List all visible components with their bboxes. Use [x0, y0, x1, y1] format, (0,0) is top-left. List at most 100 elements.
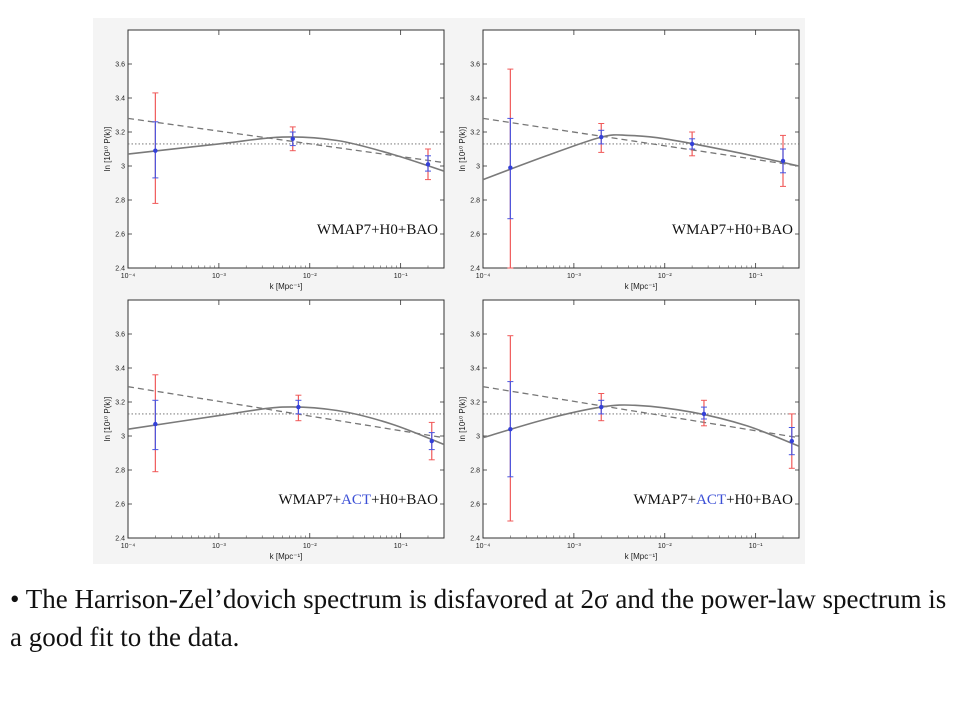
- y-tick-label: 2.8: [115, 468, 125, 475]
- data-point: [152, 374, 159, 473]
- y-tick-label: 3.2: [115, 130, 125, 137]
- panel-label-part: WMAP7+: [278, 492, 341, 508]
- caption-text-after: and the power-law spectrum is a good fit…: [10, 584, 947, 652]
- caption-bullet: •: [10, 584, 20, 614]
- y-tick-label: 3: [476, 434, 480, 441]
- x-tick-label: 10⁻²: [658, 273, 672, 280]
- data-point: [689, 131, 696, 157]
- x-axis-label: k [Mpc⁻¹]: [625, 282, 658, 291]
- plot-frame: [127, 299, 445, 539]
- caption-sigma: σ: [594, 584, 609, 614]
- plot-panel-1: 2.4 2.6 2.8 3 3.2 3.4 3.6 10⁻⁴ 10⁻³ 10⁻² 10⁻¹ k [Mp…: [103, 29, 445, 291]
- panel-label-part: +H0+BAO: [371, 492, 438, 508]
- panel-label: WMAP7+H0+BAO: [317, 222, 438, 238]
- data-marker: [599, 404, 604, 410]
- data-marker: [153, 421, 158, 427]
- fit-curve: [127, 136, 445, 172]
- y-tick-label: 2.8: [115, 198, 125, 205]
- plot-frame: [482, 299, 800, 539]
- plot-panel-2: 2.4 2.6 2.8 3 3.2 3.4 3.6 10⁻⁴ 10⁻³ 10⁻² 10⁻¹ k [Mp…: [458, 29, 800, 291]
- plots-svg: 2.4 2.6 2.8 3 3.2 3.4 3.6 10⁻⁴ 10⁻³ 10⁻² 10⁻¹ k [Mp…: [103, 29, 800, 561]
- data-point: [598, 393, 605, 422]
- panel-label: WMAP7+H0+BAO: [672, 222, 793, 238]
- data-marker: [296, 404, 301, 410]
- y-axis-label: ln [10¹⁰ P(k)]: [103, 397, 112, 442]
- panel-label-highlight: ACT: [341, 492, 371, 508]
- x-tick-label: 10⁻²: [303, 273, 317, 280]
- plot-panel-4: 2.4 2.6 2.8 3 3.2 3.4 3.6 10⁻⁴ 10⁻³ 10⁻² 10⁻¹ k [Mp…: [458, 299, 800, 561]
- x-tick-label: 10⁻⁴: [476, 273, 491, 280]
- panel-label-part: WMAP7: [672, 222, 727, 238]
- y-tick-label: 3.6: [470, 62, 480, 69]
- y-tick-label: 2.6: [470, 232, 480, 239]
- data-point: [507, 335, 514, 522]
- fit-curve: [482, 404, 800, 447]
- panel-label-part: +H0+BAO: [371, 222, 438, 238]
- x-tick-label: 10⁻⁴: [121, 273, 136, 280]
- data-point: [428, 421, 435, 461]
- x-tick-label: 10⁻¹: [749, 273, 763, 280]
- x-tick-label: 10⁻¹: [749, 543, 763, 550]
- y-tick-label: 3: [121, 164, 125, 171]
- x-tick-label: 10⁻³: [212, 273, 226, 280]
- y-tick-label: 3.4: [115, 366, 125, 373]
- data-point: [700, 399, 707, 427]
- data-marker: [153, 148, 158, 153]
- data-point: [424, 148, 431, 181]
- y-tick-label: 2.8: [470, 198, 480, 205]
- panel-label: WMAP7+ACT+H0+BAO: [278, 492, 438, 508]
- y-tick-label: 3.6: [115, 332, 125, 339]
- data-marker: [599, 134, 604, 140]
- y-tick-label: 3.2: [115, 400, 125, 407]
- data-point: [507, 68, 514, 269]
- data-marker: [425, 162, 431, 167]
- x-axis-label: k [Mpc⁻¹]: [270, 552, 303, 561]
- panel-label-part: WMAP7: [317, 222, 372, 238]
- x-axis-label: k [Mpc⁻¹]: [270, 282, 303, 291]
- x-tick-label: 10⁻³: [567, 543, 581, 550]
- panel-label-part: +H0+BAO: [726, 492, 793, 508]
- y-tick-label: 2.6: [115, 502, 125, 509]
- panel-label-part: WMAP7+: [633, 492, 696, 508]
- data-point: [289, 126, 296, 152]
- y-tick-label: 2.6: [115, 232, 125, 239]
- data-point: [788, 413, 795, 469]
- data-point: [598, 123, 605, 153]
- powerlaw-dashed-line: [482, 117, 800, 167]
- powerlaw-dashed-line: [127, 117, 445, 164]
- plot-panel-3: 2.4 2.6 2.8 3 3.2 3.4 3.6 10⁻⁴ 10⁻³ 10⁻² 10⁻¹ k [Mp…: [103, 299, 445, 561]
- y-tick-label: 2.4: [470, 536, 480, 543]
- y-tick-label: 3.4: [470, 366, 480, 373]
- y-tick-label: 2.8: [470, 468, 480, 475]
- x-tick-label: 10⁻⁴: [121, 543, 136, 550]
- y-tick-label: 3.6: [470, 332, 480, 339]
- caption-text-before: The Harrison-Zel’dovich spectrum is disf…: [25, 584, 595, 614]
- y-tick-label: 3: [121, 434, 125, 441]
- y-tick-label: 3.4: [115, 96, 125, 103]
- y-axis-label: ln [10¹⁰ P(k)]: [458, 127, 467, 172]
- y-tick-label: 3.6: [115, 62, 125, 69]
- data-marker: [508, 427, 513, 432]
- panel-label-part: +H0+BAO: [726, 222, 793, 238]
- x-axis-label: k [Mpc⁻¹]: [625, 552, 658, 561]
- x-tick-label: 10⁻²: [303, 543, 317, 550]
- data-marker: [701, 411, 707, 417]
- plot-frame: [482, 29, 800, 269]
- x-tick-label: 10⁻²: [658, 543, 672, 550]
- y-tick-label: 2.4: [470, 266, 480, 273]
- plot-frame: [127, 29, 445, 269]
- data-marker: [290, 136, 295, 141]
- x-tick-label: 10⁻³: [567, 273, 581, 280]
- data-marker: [789, 438, 795, 444]
- y-tick-label: 2.6: [470, 502, 480, 509]
- data-marker: [508, 165, 513, 170]
- powerlaw-dashed-line: [482, 386, 800, 439]
- powerlaw-dashed-line: [127, 386, 445, 439]
- data-point: [779, 134, 786, 187]
- panel-label-highlight: ACT: [696, 492, 726, 508]
- caption-text: • The Harrison-Zel’dovich spectrum is di…: [10, 580, 950, 656]
- y-tick-label: 3.2: [470, 130, 480, 137]
- figure-panel-grid: 2.4 2.6 2.8 3 3.2 3.4 3.6 10⁻⁴ 10⁻³ 10⁻² 10⁻¹ k [Mp…: [93, 18, 805, 564]
- fit-curve: [482, 134, 800, 181]
- data-marker: [780, 158, 786, 164]
